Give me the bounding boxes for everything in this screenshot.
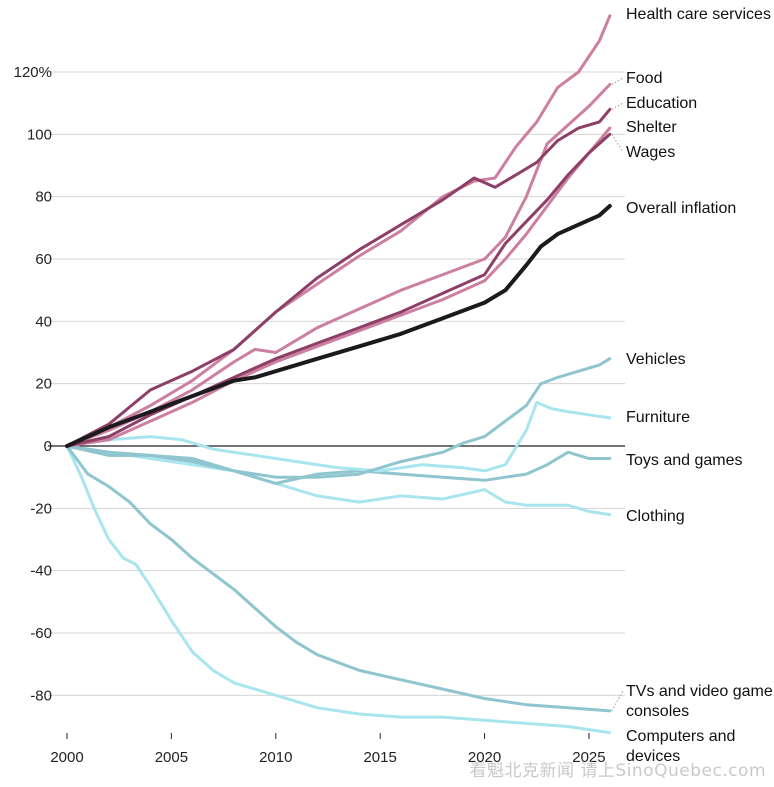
x-tick-label: 2005 xyxy=(155,749,188,766)
series-label-wages: Wages xyxy=(626,144,675,161)
series-label-clothing: Clothing xyxy=(626,508,685,525)
x-tick-label: 2015 xyxy=(363,749,396,766)
series-label-toys: Toys and games xyxy=(626,452,743,469)
y-tick-label: 80 xyxy=(35,189,52,206)
x-axis-tick-labels: 2000 2005 2010 2015 2020 2025 xyxy=(50,733,606,766)
series-line-overall xyxy=(65,204,612,448)
y-tick-label: -60 xyxy=(30,625,52,642)
series-line-education xyxy=(65,107,612,448)
y-tick-label: 60 xyxy=(35,251,52,268)
label-connector xyxy=(611,102,624,110)
series-label-health: Health care services xyxy=(626,6,771,23)
x-tick-label: 2025 xyxy=(572,749,605,766)
series-line-wages xyxy=(65,132,612,448)
series-label-education: Education xyxy=(626,95,697,112)
series-line-vehicles xyxy=(65,357,612,479)
x-tick-label: 2000 xyxy=(50,749,83,766)
series-label-computers: Computers and devices xyxy=(626,728,735,765)
y-tick-label: 20 xyxy=(35,376,52,393)
gridlines xyxy=(48,71,625,696)
series-line-computers xyxy=(65,444,612,735)
series-label-overall: Overall inflation xyxy=(626,200,736,217)
series-lines xyxy=(65,14,612,735)
label-connector xyxy=(611,77,624,85)
y-tick-label: 120% xyxy=(14,64,52,81)
series-labels: Health care services Food Education Shelter… xyxy=(611,6,773,765)
y-tick-label: -40 xyxy=(30,563,52,580)
series-line-food xyxy=(65,83,612,448)
series-line-clothing xyxy=(65,444,612,517)
series-label-tvs: TVs and video game consoles xyxy=(626,683,773,720)
series-label-food: Food xyxy=(626,70,662,87)
x-tick-label: 2010 xyxy=(259,749,292,766)
watermark-text: 看魁北克新闻 请上SinoQuebec.com xyxy=(469,761,766,781)
y-tick-label: 0 xyxy=(44,438,52,455)
y-tick-label: 40 xyxy=(35,313,52,330)
y-tick-label: -20 xyxy=(30,500,52,517)
y-tick-label: -80 xyxy=(30,687,52,704)
x-tick-label: 2020 xyxy=(468,749,501,766)
y-axis-tick-labels: 120% 100 80 60 40 20 0 -20 -40 -60 -80 xyxy=(14,64,52,704)
series-label-vehicles: Vehicles xyxy=(626,351,686,368)
series-line-toys xyxy=(65,444,612,485)
series-label-shelter: Shelter xyxy=(626,119,677,136)
label-connector xyxy=(611,134,624,153)
label-connector xyxy=(611,690,624,712)
series-line-tvs xyxy=(65,444,612,713)
series-label-furniture: Furniture xyxy=(626,409,690,426)
series-line-shelter xyxy=(65,126,612,448)
series-line-furniture xyxy=(65,400,612,473)
y-tick-label: 100 xyxy=(27,126,52,143)
